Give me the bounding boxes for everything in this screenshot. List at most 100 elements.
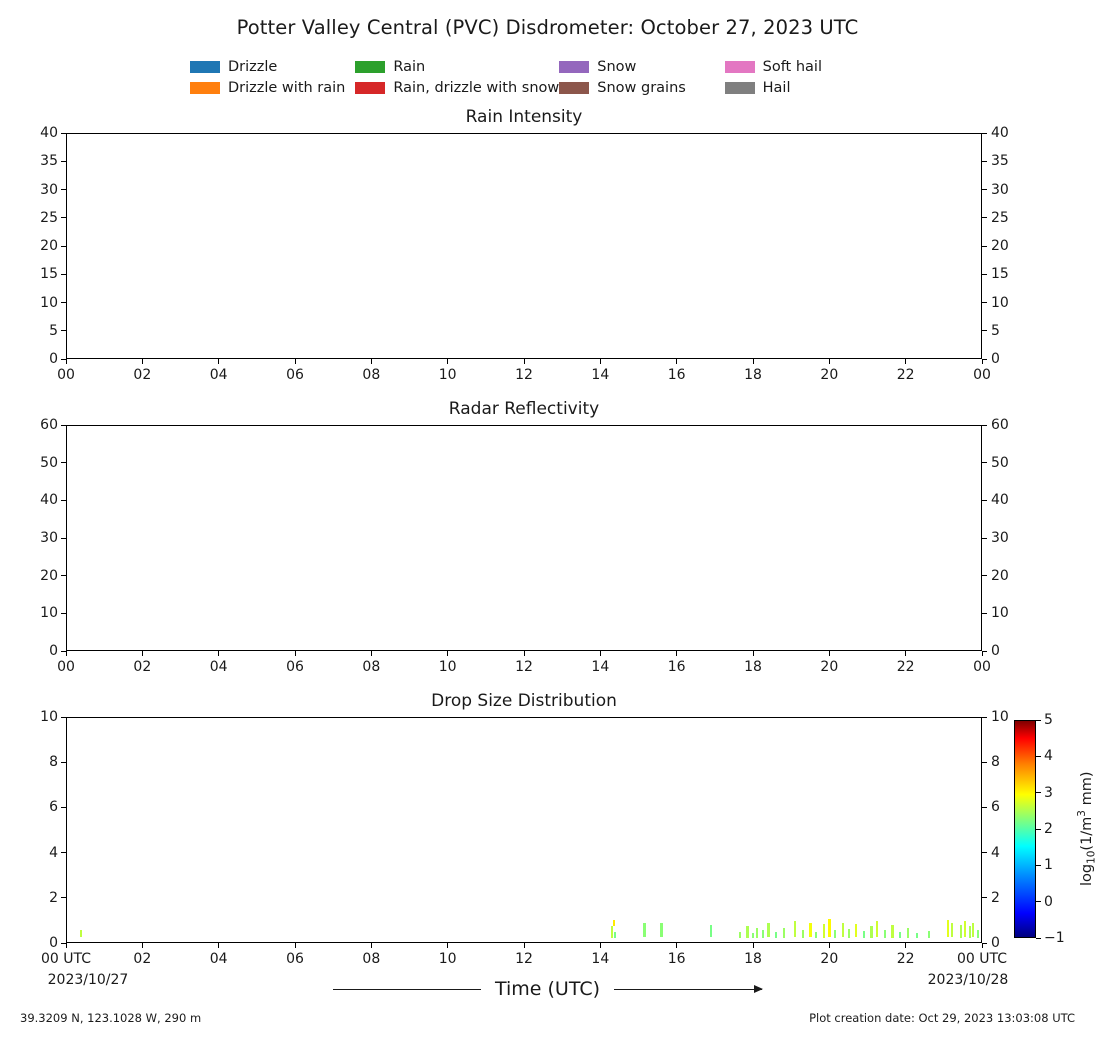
y-tick-left: [61, 897, 66, 899]
x-tick-label: 02: [133, 659, 152, 675]
plot-creation-date: Plot creation date: Oct 29, 2023 13:03:0…: [809, 1011, 1075, 1025]
x-tick: [828, 651, 830, 656]
legend-color-swatch: [355, 60, 386, 73]
y-tick-left: [61, 761, 66, 763]
y-tick-left: [61, 160, 66, 162]
dsd-data-mark: [613, 931, 617, 939]
legend-color-swatch: [190, 81, 220, 94]
x-tick-label: 02: [133, 367, 152, 383]
y-tick-label-right: 20: [991, 567, 1009, 584]
dsd-data-mark: [906, 927, 909, 938]
y-tick-right: [982, 358, 987, 360]
y-tick-right: [982, 189, 987, 191]
panel-rain-intensity: Rain Intensity 0 0 5 5 10 10 15 15 20 20 25 25 30 30 3…: [40, 107, 1009, 383]
y-tick-right: [982, 612, 987, 614]
y-tick-label-left: 40: [40, 125, 58, 141]
dsd-data-mark: [746, 925, 749, 938]
y-tick-left: [61, 650, 66, 652]
legend-entry[interactable]: Hail: [724, 77, 890, 98]
figure-title: Potter Valley Central (PVC) Disdrometer:…: [236, 16, 859, 39]
x-tick-label: 02: [133, 951, 152, 967]
colorbar-tick: [1036, 719, 1041, 721]
legend-label: Rain, drizzle with snow: [393, 79, 560, 96]
legend-entry[interactable]: Rain, drizzle with snow: [355, 77, 559, 98]
x-tick: [905, 359, 907, 364]
y-tick-right: [982, 499, 987, 501]
x-tick-label: 00: [973, 367, 991, 383]
legend-color-swatch: [355, 81, 386, 94]
legend-entry[interactable]: Drizzle with rain: [190, 77, 355, 98]
y-tick-left: [61, 302, 66, 304]
y-tick-label-right: 20: [991, 238, 1009, 254]
x-tick-label: 04: [209, 367, 228, 383]
colorbar-tick: [1036, 755, 1041, 757]
y-tick-label-left: 6: [49, 799, 58, 816]
x-tick: [828, 943, 830, 948]
dsd-data-mark: [899, 931, 902, 939]
y-tick-right: [982, 537, 987, 539]
legend-entry[interactable]: Rain: [355, 56, 559, 77]
dsd-data-mark: [710, 924, 713, 938]
legend-label: Soft hail: [762, 58, 822, 75]
x-tick: [523, 359, 525, 364]
x-tick-label: 22: [896, 951, 915, 967]
y-tick-label-left: 8: [49, 754, 58, 771]
y-tick-label-left: 60: [40, 417, 58, 433]
y-tick-label-right: 60: [991, 417, 1009, 433]
end-date-annotation: 2023/10/28: [927, 972, 1009, 988]
colorbar-tick: [1036, 828, 1041, 830]
x-tick: [752, 943, 754, 948]
y-tick-right: [982, 132, 987, 134]
x-tick: [294, 359, 296, 364]
y-tick-label-right: 5: [991, 322, 1000, 339]
start-date-annotation: 2023/10/27: [47, 972, 129, 988]
legend-entry[interactable]: Drizzle: [190, 56, 355, 77]
y-tick-left: [61, 537, 66, 539]
x-tick-label: 08: [362, 659, 381, 675]
y-tick-label-right: 30: [991, 530, 1009, 546]
y-tick-label-right: 40: [991, 492, 1009, 509]
plot-area-radar-reflectivity: [66, 425, 982, 651]
y-tick-left: [61, 716, 66, 718]
dsd-data-mark: [968, 925, 971, 938]
legend-color-swatch: [559, 60, 590, 73]
y-tick-right: [982, 806, 987, 808]
plot-area-drop-size-distribution: [66, 717, 982, 943]
y-tick-label-right: 35: [991, 153, 1009, 170]
x-axis-label-row: Time (UTC): [0, 978, 1095, 1000]
x-tick: [141, 359, 143, 364]
x-tick-label: 08: [362, 367, 381, 383]
y-tick-right: [982, 462, 987, 464]
panel-title-rain-intensity: Rain Intensity: [465, 107, 583, 127]
y-tick-label-left: 10: [40, 605, 58, 622]
x-tick-label: 00: [57, 367, 75, 383]
legend-entry[interactable]: Snow grains: [559, 77, 724, 98]
legend-label: Rain: [393, 58, 426, 75]
y-tick-label-left: 5: [49, 322, 58, 339]
x-tick-label: 18: [744, 659, 762, 675]
y-tick-left: [61, 189, 66, 191]
y-tick-label-right: 0: [991, 351, 1000, 367]
dsd-data-mark: [960, 924, 963, 938]
dsd-data-mark: [972, 923, 975, 938]
legend-entry[interactable]: Snow: [559, 56, 724, 77]
y-tick-left: [61, 132, 66, 134]
legend-entry[interactable]: Soft hail: [724, 56, 890, 77]
x-tick: [905, 943, 907, 948]
y-tick-label-right: 30: [991, 181, 1009, 198]
dsd-data-mark: [794, 921, 797, 938]
legend-label: Hail: [762, 79, 791, 96]
legend-color-swatch: [190, 60, 220, 73]
x-tick-label: 18: [744, 951, 762, 967]
y-tick-label-left: 40: [40, 492, 58, 509]
y-tick-label-right: 10: [991, 605, 1009, 622]
dsd-data-mark: [761, 930, 764, 939]
colorbar-tick-label: 0: [1044, 893, 1053, 910]
x-axis-label: Time (UTC): [494, 978, 601, 1000]
x-tick: [218, 651, 220, 656]
panel-title-radar-reflectivity: Radar Reflectivity: [448, 399, 600, 419]
dsd-data-mark: [822, 924, 825, 938]
dsd-data-mark: [774, 932, 778, 939]
x-tick-label: 00: [973, 659, 991, 675]
dsd-data-mark: [782, 928, 785, 938]
